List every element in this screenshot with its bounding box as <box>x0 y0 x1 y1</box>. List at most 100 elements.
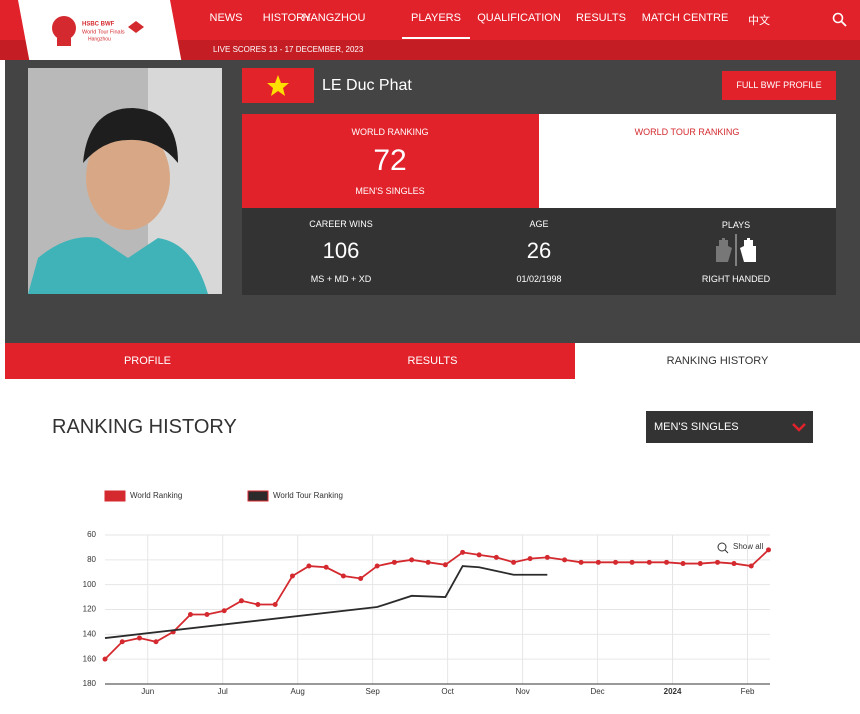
y-tick-label: 160 <box>83 654 97 663</box>
point <box>613 559 619 565</box>
x-tick-label: Jun <box>141 687 154 696</box>
stat-sub: MS + MD + XD <box>310 274 372 284</box>
point <box>527 556 533 562</box>
point <box>238 598 244 604</box>
y-tick-label: 140 <box>83 629 97 638</box>
flag <box>242 68 314 103</box>
stat-sub: 01/02/1998 <box>516 274 562 284</box>
logo-line: HSBC BWF <box>82 22 115 28</box>
nav-item[interactable]: HISTORY <box>262 12 312 24</box>
x-tick-label: Dec <box>590 687 604 696</box>
legend-swatch <box>104 490 126 502</box>
point <box>221 608 227 614</box>
point <box>493 554 499 560</box>
nav-item[interactable]: PLAYERS <box>411 12 461 24</box>
stat-sub: RIGHT HANDED <box>701 274 771 284</box>
y-tick-label: 60 <box>87 530 96 539</box>
tab-active[interactable]: RANKING HISTORY <box>575 343 860 379</box>
world-ranking-box <box>242 114 539 208</box>
series-line <box>104 565 548 639</box>
section-title: RANKING HISTORY <box>52 416 237 438</box>
nav-item[interactable]: RESULTS <box>576 12 626 24</box>
y-tick-label: 100 <box>83 580 97 589</box>
logo-line: World Tour Finals <box>82 29 125 35</box>
point <box>409 557 415 563</box>
stat-label: WORLD TOUR RANKING <box>634 127 740 137</box>
point <box>664 559 670 565</box>
point <box>511 559 517 565</box>
tab[interactable]: PROFILE <box>5 343 290 379</box>
stat-value: 106 <box>322 238 360 263</box>
legend-label: World Tour Ranking <box>273 491 343 500</box>
legend-label: World Ranking <box>130 491 182 500</box>
stat-label: CAREER WINS <box>309 219 373 229</box>
x-tick-label: Sep <box>366 687 381 696</box>
profile-button[interactable]: FULL BWF PROFILE <box>722 71 836 100</box>
point <box>562 557 568 563</box>
player-name: LE Duc Phat <box>322 77 412 94</box>
point <box>374 563 380 569</box>
point <box>187 611 193 617</box>
point <box>153 639 159 645</box>
point <box>578 559 584 565</box>
chart: Show all 60 80 100 120 140 160 180 Jun Jul Aug Sep… <box>83 490 772 696</box>
point <box>119 639 125 645</box>
nav-item[interactable]: QUALIFICATION <box>477 12 561 24</box>
stat-label: PLAYS <box>721 220 751 230</box>
stat-label: AGE <box>529 219 549 229</box>
dropdown[interactable]: MEN'S SINGLES <box>646 411 813 443</box>
series-line <box>104 549 770 660</box>
point <box>136 635 142 641</box>
x-tick-label: 2024 <box>664 687 682 696</box>
point <box>442 562 448 568</box>
nav-item[interactable]: HANGZHOU <box>302 12 366 24</box>
x-tick-label: Aug <box>291 687 305 696</box>
point <box>358 575 364 581</box>
search-icon[interactable] <box>832 12 848 28</box>
logo[interactable]: HSBC BWF World Tour Finals Hangzhou <box>0 0 185 66</box>
y-tick-label: 180 <box>83 679 97 688</box>
y-tick-label: 80 <box>87 555 96 564</box>
point <box>731 561 737 567</box>
point <box>715 559 721 565</box>
point <box>102 656 108 662</box>
point <box>289 573 295 579</box>
tour-ranking-box <box>539 114 836 208</box>
point <box>323 564 329 570</box>
point <box>255 602 261 608</box>
dropdown-arrow <box>792 423 806 432</box>
point <box>306 563 312 569</box>
stat-sub: MEN'S SINGLES <box>355 186 425 196</box>
point <box>766 547 772 553</box>
point <box>748 563 754 569</box>
x-tick-label: Oct <box>441 687 454 696</box>
point <box>646 559 652 565</box>
tab[interactable]: RESULTS <box>290 343 575 379</box>
point <box>476 552 482 558</box>
nav-item[interactable]: NEWS <box>209 12 243 24</box>
point <box>391 559 397 565</box>
x-tick-label: Feb <box>741 687 755 696</box>
point <box>680 561 686 567</box>
logo-line: Hangzhou <box>88 36 111 42</box>
point <box>544 554 550 560</box>
point <box>460 549 466 555</box>
live-scores[interactable]: LIVE SCORES 13 - 17 DECEMBER, 2023 <box>213 45 364 54</box>
point <box>272 602 278 608</box>
stats-box <box>242 208 836 295</box>
stat-value: 72 <box>373 144 407 177</box>
point <box>697 561 703 567</box>
point <box>595 559 601 565</box>
nav-item[interactable]: 中文 <box>748 15 770 27</box>
stat-value: 26 <box>526 238 552 263</box>
legend-swatch <box>247 490 269 502</box>
x-tick-label: Jul <box>218 687 228 696</box>
nav-item[interactable]: MATCH CENTRE <box>641 12 729 24</box>
show-all[interactable]: Show all <box>733 542 763 551</box>
hands-icon <box>716 234 756 266</box>
point <box>425 559 431 565</box>
y-tick-label: 120 <box>83 605 97 614</box>
live-strip <box>0 40 860 60</box>
player-photo <box>28 68 222 294</box>
